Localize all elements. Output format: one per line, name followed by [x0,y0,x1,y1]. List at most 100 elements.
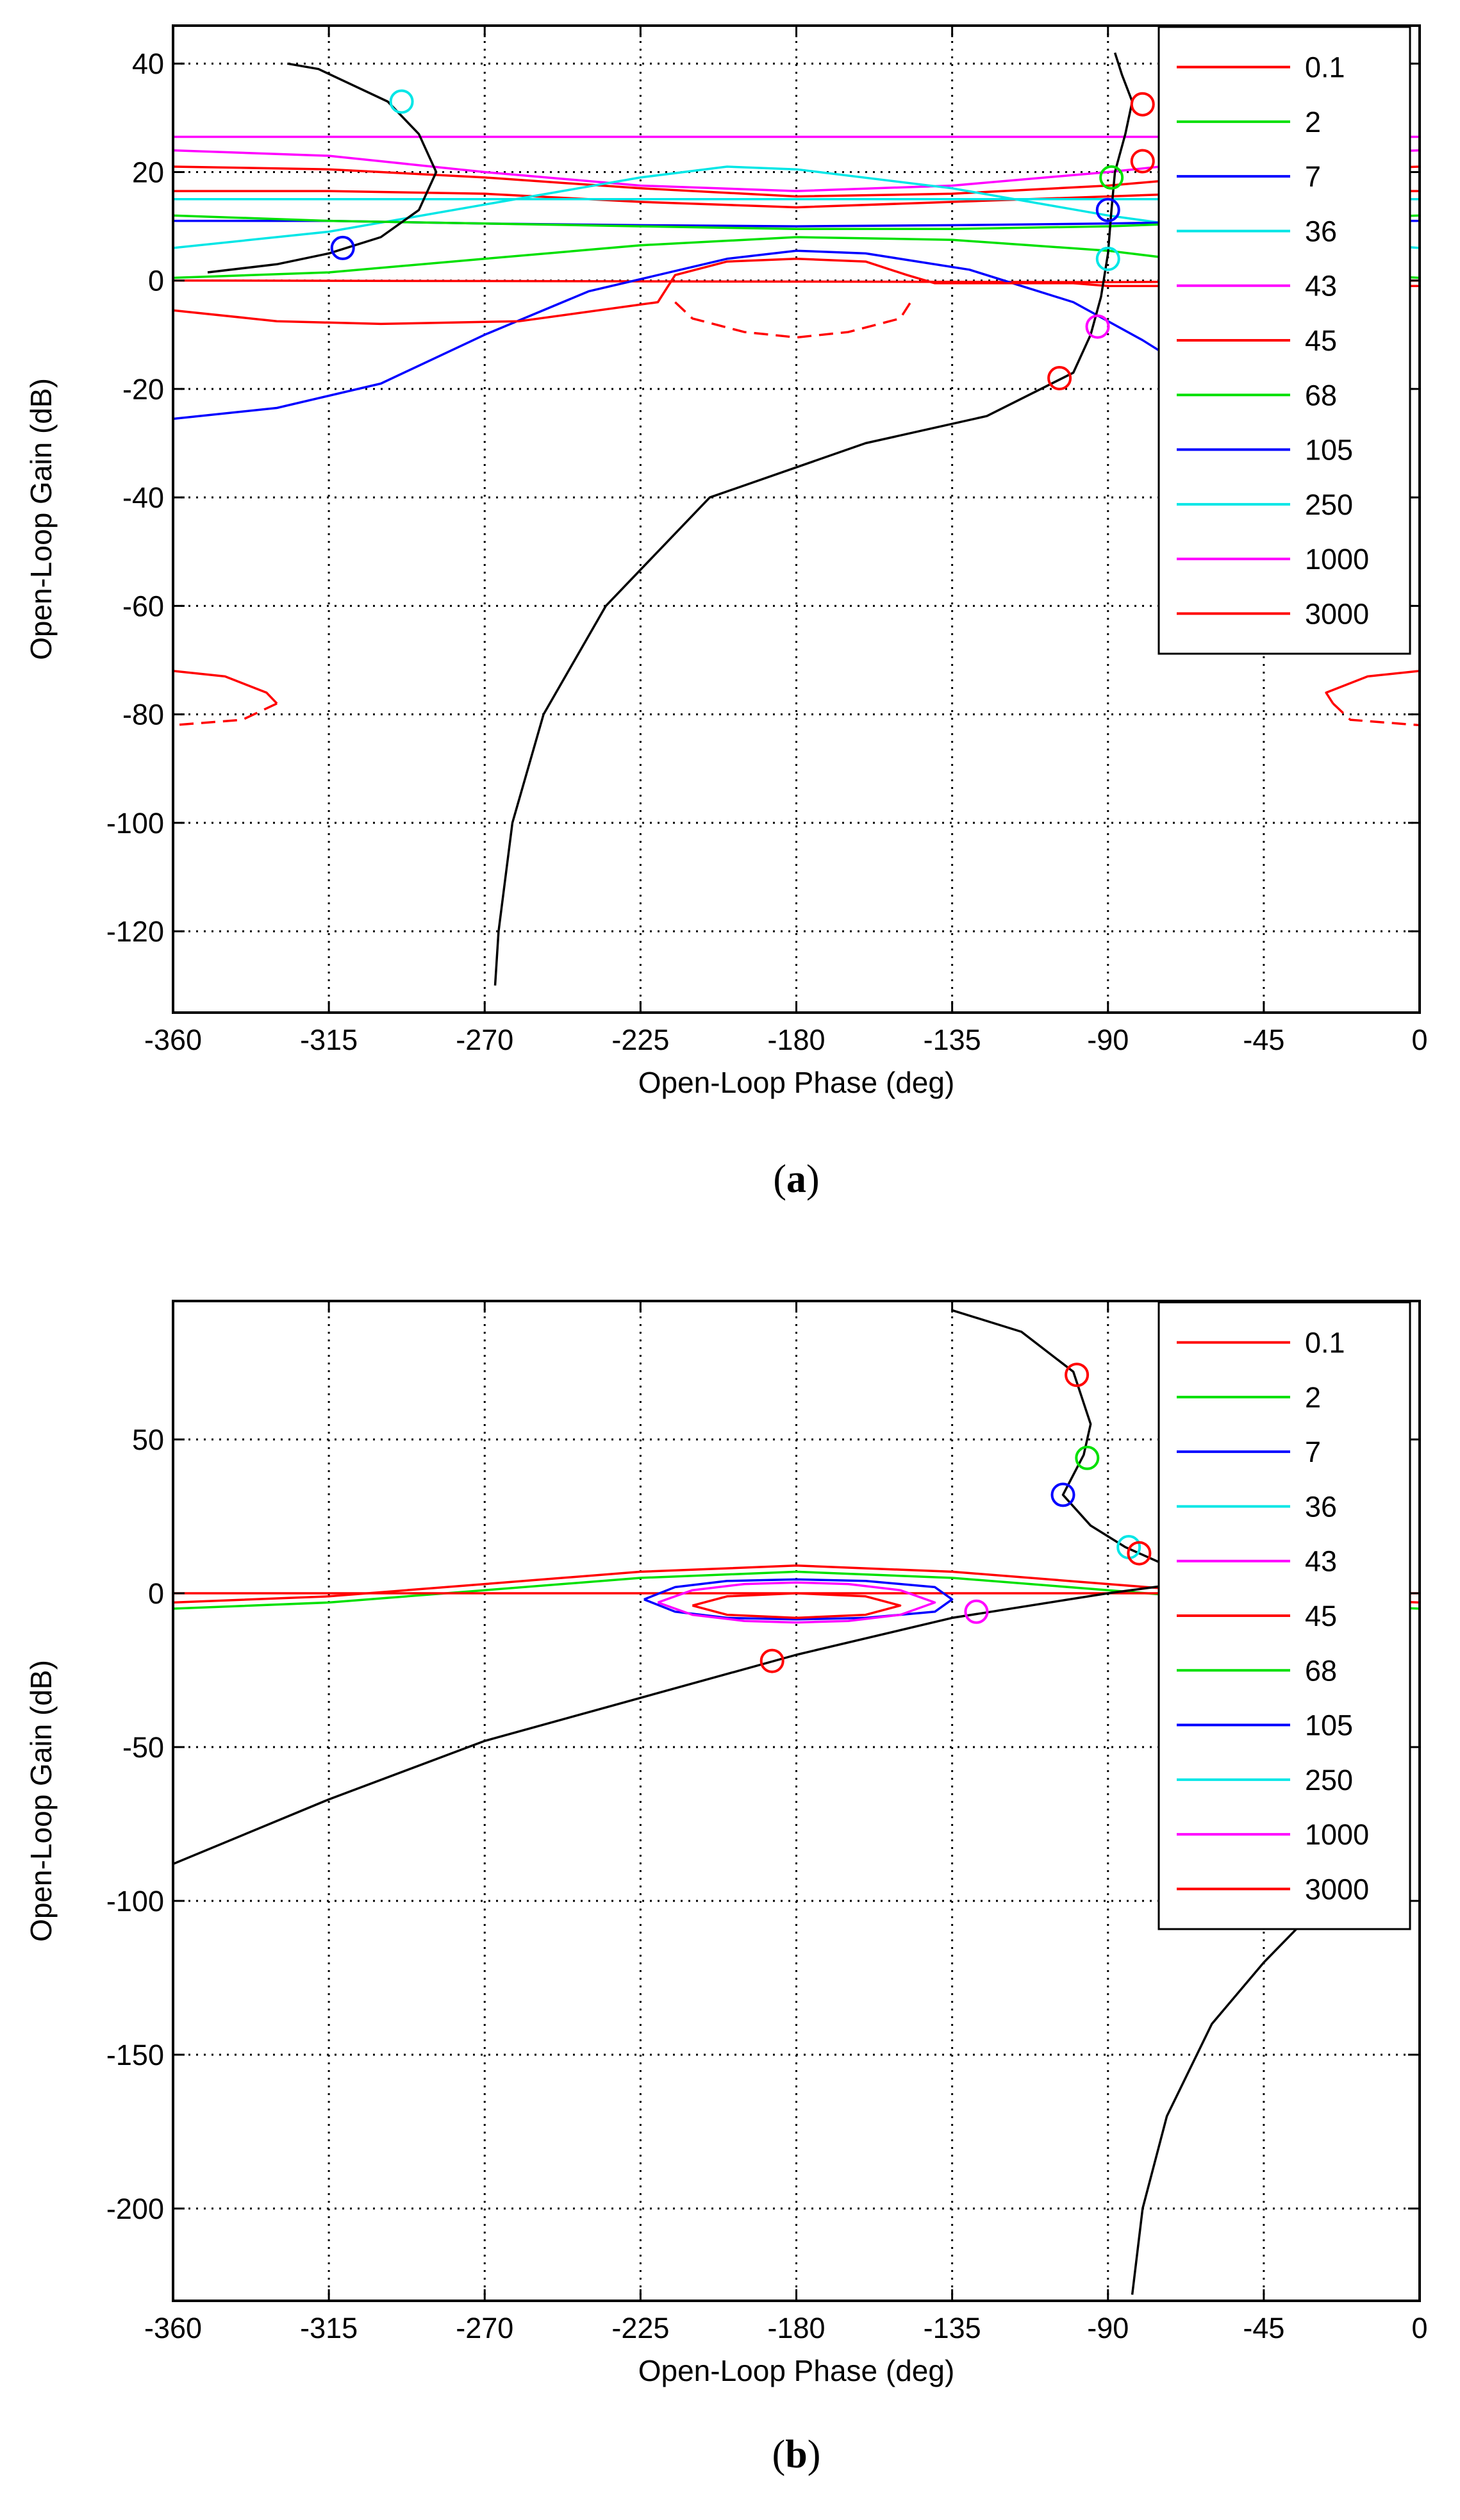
series-line [1332,702,1420,727]
y-tick-label: -200 [106,2193,164,2225]
marker-43 [964,1599,989,1624]
y-tick-label: -80 [122,699,164,731]
caption-close: ) [806,1157,820,1201]
legend-label: 0.1 [1305,51,1345,84]
series-line [692,1592,902,1620]
x-tick-label: 0 [1411,1024,1427,1056]
legend: 0.1 2 7 36 43 45 68 105 250 1000 3000 [1157,26,1411,655]
x-tick-label: -180 [767,2312,825,2344]
marker-7 [330,235,355,260]
x-tick-label: -90 [1087,2312,1129,2344]
series-line [494,52,1134,986]
series-line [1131,1915,1310,2295]
x-tick-label: -360 [144,2312,202,2344]
marker-0.1 [1130,92,1155,117]
legend-label: 250 [1305,1764,1353,1796]
series-line [173,249,1178,420]
caption-open: ( [772,2433,786,2476]
y-tick-label: 20 [132,156,164,188]
legend-label: 2 [1305,106,1321,138]
x-tick-label: -315 [300,2312,358,2344]
x-tick-label: -360 [144,1024,202,1056]
figure-caption: (b) [772,2433,821,2476]
series-line [674,301,912,339]
x-axis-label: Open-Loop Phase (deg) [638,2354,955,2387]
series-line [173,1577,1247,1866]
x-tick-label: -270 [456,1024,513,1056]
legend-label: 43 [1305,1545,1337,1578]
marker-3000 [1047,366,1072,390]
marker-3000 [759,1648,784,1673]
x-tick-label: -45 [1243,1024,1284,1056]
y-tick-label: 0 [148,265,164,297]
legend-label: 43 [1305,270,1337,303]
x-tick-label: -180 [767,1024,825,1056]
y-axis-label: Open-Loop Gain (dB) [24,1660,58,1942]
marker-7 [1050,1482,1075,1507]
legend-label: 1000 [1305,1818,1369,1851]
y-tick-label: -120 [106,915,164,948]
series-line [207,62,438,274]
series-line [173,258,1420,326]
legend-label: 105 [1305,1709,1353,1742]
x-tick-label: -135 [924,2312,981,2344]
y-tick-label: -150 [106,2039,164,2071]
x-tick-label: -270 [456,2312,513,2344]
marker-0.1 [1065,1363,1090,1388]
x-axis-label: Open-Loop Phase (deg) [638,1066,955,1099]
legend-label: 45 [1305,1600,1337,1632]
marker-36 [389,89,414,114]
y-tick-label: -20 [122,373,164,406]
marker-7 [1095,197,1120,222]
legend-label: 36 [1305,1490,1337,1523]
marker-45 [1130,149,1155,174]
caption-letter: b [785,2433,807,2476]
legend-label: 68 [1305,1654,1337,1687]
legend-label: 0.1 [1305,1327,1345,1359]
x-tick-label: -225 [611,2312,669,2344]
x-tick-label: -315 [300,1024,358,1056]
x-tick-label: 0 [1411,2312,1427,2344]
caption-open: ( [773,1157,786,1201]
y-tick-label: 0 [148,1577,164,1610]
chart-a: -360 -315 -270 -225 -180 -135 -90 -45 0 -120 -100 -… [24,24,1428,1201]
marker-36 [1095,246,1120,271]
legend-label: 250 [1305,488,1353,521]
y-tick-label: -40 [122,481,164,514]
legend-label: 36 [1305,215,1337,247]
y-tick-label: 40 [132,47,164,80]
legend-label: 7 [1305,160,1321,193]
y-tick-label: -60 [122,590,164,622]
series-line [1325,670,1420,704]
chart-b: -360 -315 -270 -225 -180 -135 -90 -45 0 -200 -150 -… [24,1300,1428,2476]
marker-2 [1075,1445,1100,1470]
y-tick-label: -50 [122,1731,164,1764]
marker-43 [1085,314,1110,339]
x-tick-label: -45 [1243,2312,1284,2344]
legend-label: 2 [1305,1381,1321,1414]
series-line [173,702,278,727]
x-tick-label: -90 [1087,1024,1129,1056]
marker-2 [1099,165,1124,190]
x-tick-label: -225 [611,1024,669,1056]
marker-45 [1127,1541,1152,1566]
y-tick-label: -100 [106,807,164,840]
y-tick-label: 50 [132,1423,164,1456]
figure-caption: (a) [773,1157,819,1201]
legend-label: 1000 [1305,543,1369,576]
y-tick-label: -100 [106,1885,164,1918]
legend: 0.1 2 7 36 43 45 68 105 250 1000 3000 [1157,1301,1411,1930]
caption-close: ) [808,2433,821,2476]
series-line [173,670,278,704]
x-tick-label: -135 [924,1024,981,1056]
legend-label: 68 [1305,379,1337,411]
legend-label: 3000 [1305,597,1369,630]
caption-letter: a [786,1157,806,1201]
series-line [657,1581,936,1624]
legend-label: 45 [1305,324,1337,357]
legend-label: 7 [1305,1436,1321,1468]
legend-label: 3000 [1305,1873,1369,1905]
legend-label: 105 [1305,434,1353,467]
y-axis-label: Open-Loop Gain (dB) [24,378,58,660]
